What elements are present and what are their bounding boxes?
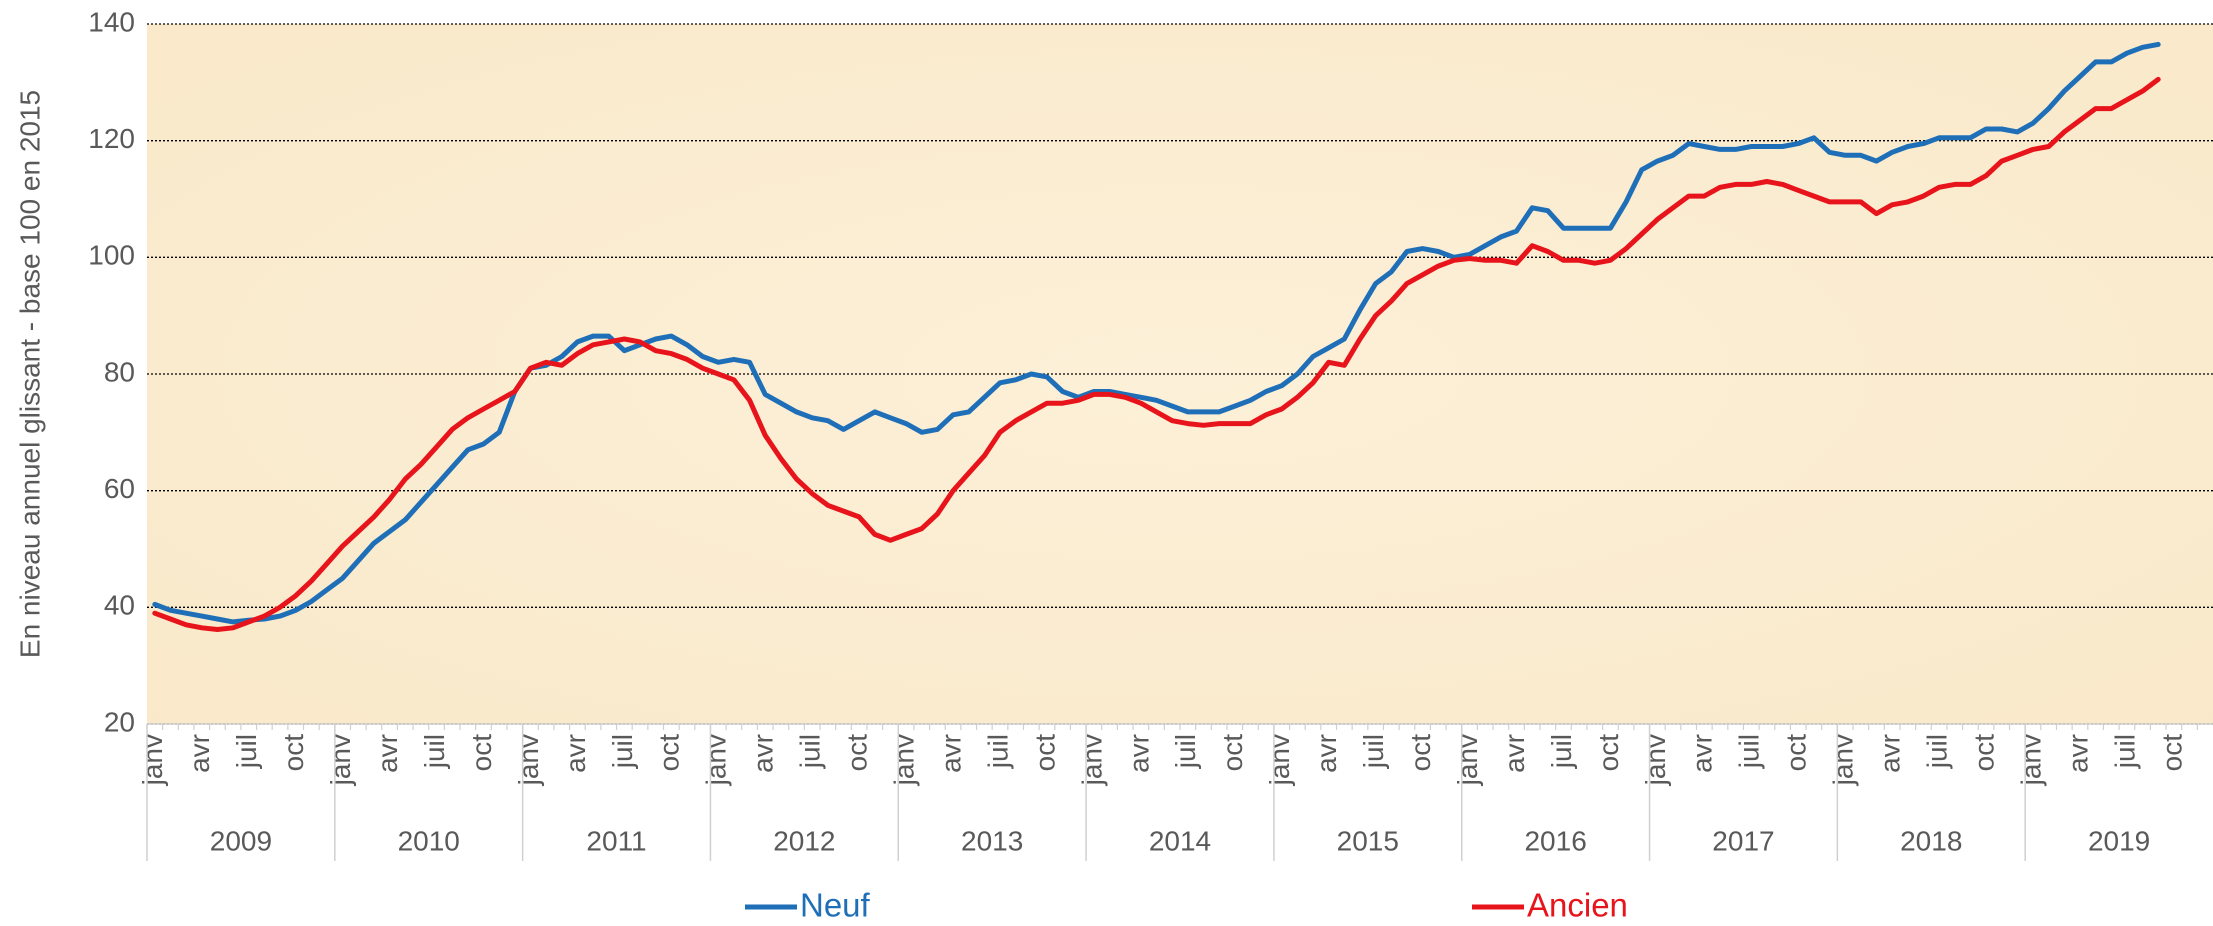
x-tick-label: avr — [1123, 734, 1154, 773]
x-tick-label: janv — [325, 734, 356, 786]
year-label: 2016 — [1524, 825, 1586, 856]
x-tick-label: juil — [1734, 734, 1765, 769]
year-label: 2011 — [586, 825, 646, 856]
year-label: 2012 — [773, 825, 835, 856]
x-tick-label: janv — [1264, 734, 1295, 786]
year-label: 2013 — [961, 825, 1023, 856]
x-tick-label: janv — [888, 734, 919, 786]
x-tick-label: avr — [184, 734, 215, 773]
year-label: 2014 — [1149, 825, 1211, 856]
x-tick-label: oct — [654, 734, 685, 772]
x-tick-label: oct — [1781, 734, 1812, 772]
x-tick-label: juil — [1358, 734, 1389, 769]
x-tick-label: avr — [1311, 734, 1342, 773]
x-tick-label: juil — [1921, 734, 1952, 769]
x-tick-label: avr — [935, 734, 966, 773]
x-tick-label: avr — [1687, 734, 1718, 773]
x-tick-label: avr — [748, 734, 779, 773]
x-tick-label: oct — [842, 734, 873, 772]
x-tick-label: juil — [982, 734, 1013, 769]
y-axis-title: En niveau annuel glissant - base 100 en … — [14, 90, 45, 658]
y-tick-label: 100 — [88, 240, 135, 271]
x-tick-label: oct — [2156, 734, 2187, 772]
legend-label: Ancien — [1527, 887, 1628, 924]
x-tick-label: janv — [2015, 734, 2046, 786]
x-tick-label: avr — [2062, 734, 2093, 773]
x-tick-label: avr — [372, 734, 403, 773]
x-tick-label: oct — [1593, 734, 1624, 772]
y-tick-label: 60 — [104, 473, 135, 504]
line-series — [152, 41, 2161, 625]
x-tick-label: avr — [1499, 734, 1530, 773]
x-tick-label: janv — [1076, 734, 1107, 786]
x-tick-label: janv — [701, 734, 732, 786]
year-label: 2009 — [210, 825, 272, 856]
y-tick-label: 80 — [104, 356, 135, 387]
x-tick-label: juil — [795, 734, 826, 769]
x-tick-label: juil — [419, 734, 450, 769]
y-tick-label: 20 — [104, 706, 135, 737]
x-tick-label: janv — [137, 734, 168, 786]
x-tick-label: oct — [1968, 734, 1999, 772]
x-tick-label: avr — [1875, 734, 1906, 773]
year-label: 2017 — [1712, 825, 1774, 856]
x-tick-label: oct — [466, 734, 497, 772]
x-tick-label: oct — [1405, 734, 1436, 772]
x-tick-label: janv — [1828, 734, 1859, 786]
x-tick-label: oct — [278, 734, 309, 772]
x-tick-label: juil — [1546, 734, 1577, 769]
x-tick-label: janv — [513, 734, 544, 786]
x-tick-label: juil — [607, 734, 638, 769]
x-tick-label: juil — [1170, 734, 1201, 769]
y-tick-label: 140 — [88, 6, 135, 37]
x-tick-label: avr — [560, 734, 591, 773]
year-label: 2010 — [398, 825, 460, 856]
y-tick-label: 40 — [104, 590, 135, 621]
legend-label: Neuf — [800, 887, 871, 924]
y-tick-label: 120 — [88, 123, 135, 154]
x-tick-label: oct — [1217, 734, 1248, 772]
x-tick-label: janv — [1452, 734, 1483, 786]
year-label: 2015 — [1337, 825, 1399, 856]
year-label: 2019 — [2088, 825, 2150, 856]
x-tick-label: oct — [1029, 734, 1060, 772]
line-series — [152, 76, 2161, 632]
x-tick-label: juil — [2109, 734, 2140, 769]
year-label: 2018 — [1900, 825, 1962, 856]
x-tick-label: juil — [231, 734, 262, 769]
x-tick-label: janv — [1640, 734, 1671, 786]
